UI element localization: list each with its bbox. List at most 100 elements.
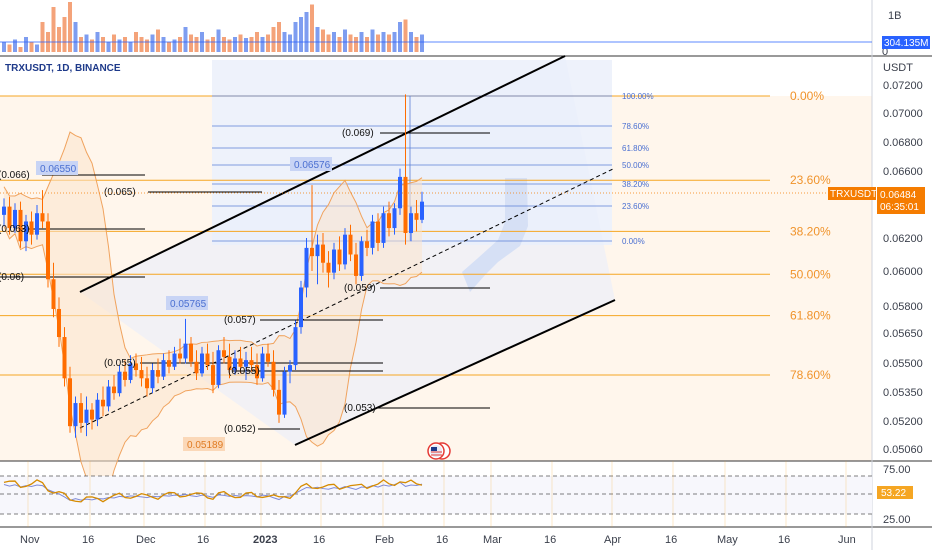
- volume-bar: [24, 37, 28, 52]
- candle: [35, 204, 39, 240]
- time-tick: 16: [197, 534, 209, 546]
- volume-bar: [403, 19, 408, 52]
- volume-bar: [2, 42, 6, 52]
- price-label-text: 0.05765: [170, 299, 207, 310]
- candle: [326, 251, 331, 288]
- candle-body: [266, 353, 270, 362]
- candle-body: [277, 389, 281, 415]
- annotation-label: (0.055): [228, 366, 260, 377]
- candle: [249, 346, 254, 372]
- candle-body: [414, 213, 419, 220]
- volume-value-tag: [882, 36, 930, 49]
- volume-bar: [128, 42, 133, 52]
- rsi-line: [3, 479, 423, 503]
- us-flag-icon[interactable]: [427, 442, 451, 460]
- candle: [73, 396, 78, 438]
- candle-body: [260, 353, 265, 379]
- candle-body: [409, 213, 413, 234]
- candle-body: [123, 371, 127, 380]
- volume-bar: [68, 2, 72, 52]
- candle-body: [420, 201, 424, 220]
- candle-body: [288, 365, 292, 372]
- candle-body: [370, 221, 375, 248]
- volume-bar: [35, 44, 39, 52]
- candle: [244, 351, 248, 380]
- candle-body: [24, 221, 28, 242]
- price-tick: 0.06200: [883, 233, 923, 245]
- candle: [392, 203, 397, 235]
- candle-body: [7, 206, 12, 229]
- candle: [238, 346, 243, 374]
- candle-body: [73, 403, 78, 427]
- candle-body: [150, 370, 155, 389]
- price-axis[interactable]: 0.072000.070000.068000.066000.064000.062…: [883, 80, 923, 456]
- candle: [277, 379, 281, 423]
- candle: [409, 206, 413, 242]
- price-labels: 0.06550 0.06576 0.05765 0.05189: [36, 157, 332, 451]
- candle: [7, 196, 12, 235]
- candle-body: [194, 361, 199, 374]
- price-label-box: [36, 161, 78, 175]
- candle-body: [62, 337, 67, 379]
- candle: [2, 198, 6, 227]
- candle-body: [304, 247, 309, 288]
- candle: [255, 353, 259, 385]
- volume-bar: [90, 39, 94, 52]
- candle-body: [222, 350, 226, 357]
- volume-bar: [112, 34, 116, 52]
- price-label-box: [290, 157, 332, 171]
- candle: [145, 366, 149, 397]
- candle: [233, 350, 237, 375]
- price-tick: 0.07200: [883, 80, 923, 92]
- candle-body: [293, 327, 298, 366]
- volume-bar: [414, 37, 419, 52]
- candle: [381, 206, 386, 248]
- volume-bar: [178, 37, 182, 52]
- rsi-band-fill: [0, 476, 872, 514]
- time-tick: 16: [313, 534, 325, 546]
- volume-bar: [18, 47, 23, 52]
- candle: [420, 191, 424, 224]
- price-label-text: 0.06550: [40, 164, 77, 175]
- fib-label: 78.60%: [790, 368, 831, 382]
- volume-bar: [260, 37, 265, 52]
- time-tick: Mar: [483, 534, 502, 546]
- candle-body: [255, 365, 259, 379]
- time-tick: Dec: [136, 534, 156, 546]
- candle-body: [337, 249, 342, 265]
- candle: [359, 236, 364, 281]
- candle-body: [354, 254, 358, 276]
- channel-mid-line: [79, 167, 616, 429]
- time-tick: Jun: [838, 534, 856, 546]
- volume-bar: [222, 37, 226, 52]
- candle: [79, 393, 83, 433]
- small-fib-label: 50.00%: [622, 161, 649, 170]
- candle: [51, 262, 56, 318]
- candle-body: [376, 221, 380, 243]
- volume-bar: [194, 37, 199, 52]
- candle: [18, 201, 23, 248]
- rsi-value-tag: [877, 486, 913, 499]
- channel-lower-line: [294, 299, 616, 446]
- volume-bar: [370, 29, 375, 52]
- candle-body: [84, 409, 89, 423]
- volume-bar: [51, 7, 56, 52]
- annotation-label: (0.059): [344, 283, 376, 294]
- volume-bar: [326, 34, 331, 52]
- price-tick: 0.06800: [883, 137, 923, 149]
- candle: [216, 345, 221, 389]
- volume-bar: [13, 39, 17, 52]
- volume-bar: [249, 37, 254, 52]
- candle: [156, 358, 160, 384]
- candle-body: [2, 206, 6, 215]
- candle: [376, 213, 380, 252]
- chart-title: TRXUSDT, 1D, BINANCE: [5, 63, 121, 74]
- candle-body: [183, 343, 188, 359]
- time-axis[interactable]: Nov 16 Dec 16 2023 16 Feb 16 Mar 16 Apr 16 May 16 Jun: [20, 461, 856, 546]
- price-label-box: [183, 437, 225, 451]
- candle-body: [249, 360, 254, 366]
- price-tick: 0.05060: [883, 444, 923, 456]
- candle: [139, 356, 144, 387]
- time-tick: Apr: [604, 534, 621, 546]
